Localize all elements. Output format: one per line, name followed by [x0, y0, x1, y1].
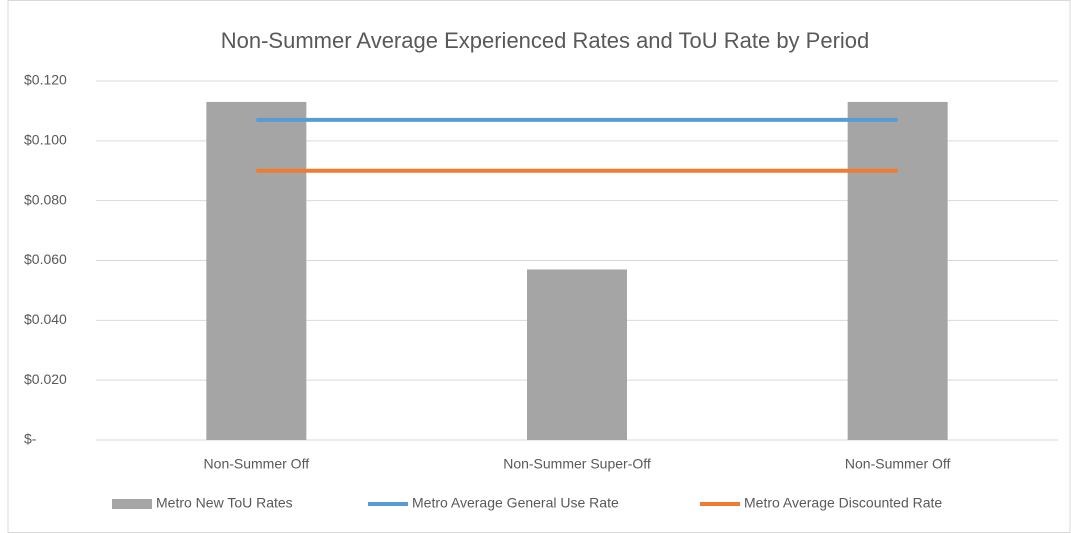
y-tick-label: $0.120: [24, 72, 67, 88]
bar: [206, 101, 307, 441]
y-tick-label: $0.060: [24, 251, 67, 267]
bar: [527, 269, 627, 440]
legend-swatch: [112, 499, 152, 509]
x-tick-label: Non-Summer Super-Off: [503, 456, 651, 472]
y-tick-label: $0.080: [24, 191, 67, 207]
y-tick-label: $-: [24, 431, 37, 447]
bar: [847, 101, 948, 441]
chart-title: Non-Summer Average Experienced Rates and…: [221, 28, 870, 53]
y-tick-label: $0.100: [24, 132, 67, 148]
legend-label: Metro Average General Use Rate: [412, 495, 619, 511]
legend-label: Metro Average Discounted Rate: [744, 495, 942, 511]
y-tick-label: $0.040: [24, 311, 67, 327]
legend-label: Metro New ToU Rates: [156, 495, 293, 511]
x-tick-label: Non-Summer Off: [204, 456, 310, 472]
y-tick-label: $0.020: [24, 371, 67, 387]
x-tick-label: Non-Summer Off: [845, 456, 951, 472]
